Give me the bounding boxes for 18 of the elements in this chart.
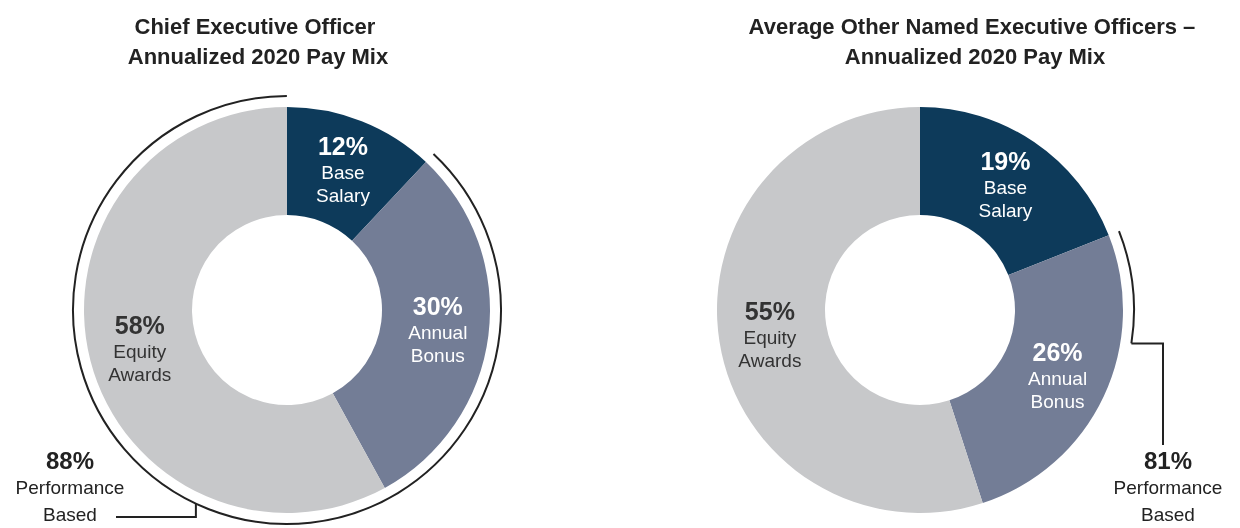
data-label: 55%: [744, 296, 795, 325]
data-label: 12%: [317, 131, 368, 160]
slice-label: Base Salary: [978, 177, 1033, 222]
slice-label: Annual Bonus: [408, 322, 468, 367]
chart-title: Chief Executive Officer Annualized 2020 Pay Mix: [127, 13, 389, 69]
data-label: 26%: [1032, 337, 1083, 366]
data-label: 19%: [980, 147, 1031, 176]
text: Performance Based: [1113, 477, 1223, 525]
data-label: 58%: [114, 310, 165, 339]
slice-label: Base Salary: [316, 161, 371, 206]
slice-label: Equity Awards: [738, 326, 802, 371]
data-label: 30%: [412, 292, 463, 321]
slice-label: Annual Bonus: [1027, 367, 1088, 412]
chart-title: Average Other Named Executive Officers – Annualized 2020 Pay Mix: [748, 13, 1202, 69]
slice-label: Equity Awards: [108, 340, 172, 385]
text: 88%: [45, 446, 95, 474]
text: 81%: [1143, 446, 1193, 474]
text: Performance Based: [15, 477, 125, 525]
